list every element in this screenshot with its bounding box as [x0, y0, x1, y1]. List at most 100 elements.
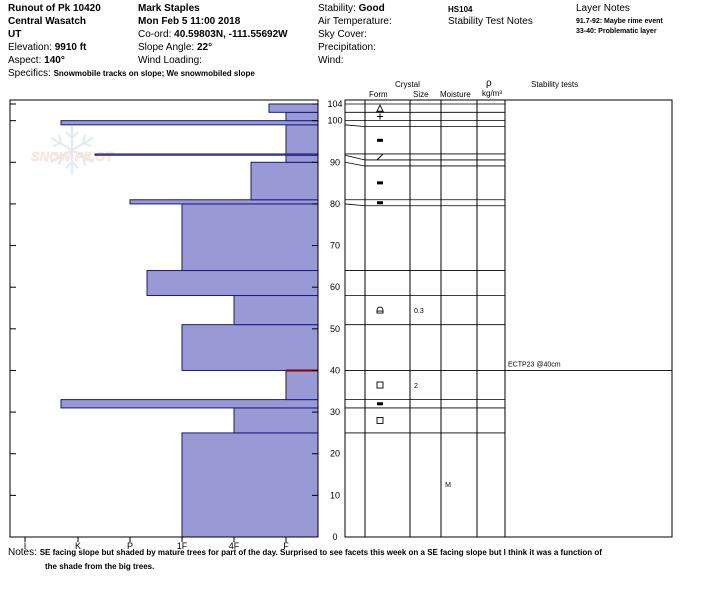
slash-icon — [376, 153, 384, 161]
hardness-bar — [60, 120, 319, 126]
plus-icon — [377, 113, 383, 120]
layer-connector — [344, 161, 366, 167]
state-name: UT — [8, 29, 22, 40]
air-temp-label: Air Temperature: — [318, 16, 392, 27]
hardness-frame — [9, 99, 319, 538]
rho-header: ρ — [486, 78, 492, 89]
hardness-bar — [60, 399, 319, 409]
moisture-header: Moisture — [440, 90, 471, 99]
rounded-faceted-icon — [376, 306, 384, 314]
stability-label: Stability: — [318, 3, 356, 14]
depth-tick-label: 50 — [330, 324, 340, 334]
bar-icon — [377, 138, 383, 142]
layer-moisture: M — [445, 482, 451, 489]
hardness-bar — [233, 295, 319, 326]
layer-size: 0.3 — [414, 308, 424, 315]
specifics-row: Specifics: Snowmobile tracks on slope; W… — [8, 68, 255, 80]
layer-profile-table: 0.3 2 M ECTP23 @40cm — [344, 99, 673, 538]
hardness-tick-label: P — [127, 541, 133, 551]
precip-label: Precipitation: — [318, 42, 376, 53]
layer-connector — [344, 203, 366, 207]
hardness-bar — [268, 103, 319, 113]
snowflake-icon — [50, 126, 94, 174]
notes-label: Notes: — [8, 547, 37, 558]
stability-value: Good — [358, 3, 385, 14]
elevation-row: Elevation: 9910 ft — [8, 42, 86, 54]
coord-label: Co-ord: — [138, 29, 172, 40]
layer-notes-title: Layer Notes — [576, 3, 630, 14]
coord-row: Co-ord: 40.59803N, -111.55692W — [138, 29, 288, 41]
layer-connector — [344, 124, 366, 128]
hardness-bar — [146, 270, 319, 297]
hardness-tick-label: F — [283, 541, 289, 551]
bar-icon — [377, 402, 383, 406]
depth-tick-label: 40 — [330, 365, 340, 375]
depth-tick-label: 80 — [330, 199, 340, 209]
stability-tests-header: Stability tests — [531, 80, 579, 89]
chart-frame — [9, 99, 319, 538]
depth-tick-label: 20 — [330, 449, 340, 459]
layer-size: 2 — [414, 383, 418, 390]
stability-notes-title: Stability Test Notes — [448, 16, 533, 27]
bar-icon — [377, 181, 383, 185]
notes-line-2: the shade from the big trees. — [45, 562, 155, 571]
form-header: Form — [369, 90, 388, 99]
density-unit-header: kg/m³ — [482, 89, 502, 98]
depth-tick-label: 60 — [330, 282, 340, 292]
hardness-bar — [181, 203, 319, 272]
depth-tick-label: 10 — [330, 490, 340, 500]
layer-note-2: 33-40: Problematic layer — [576, 28, 657, 35]
layer-note-1: 91.7-92: Maybe rime event — [576, 18, 663, 25]
hardness-tick-label: 4F — [229, 541, 240, 551]
hardness-tick-label: 1F — [177, 541, 188, 551]
notes-row: Notes: SE facing slope but shaded by mat… — [8, 547, 602, 559]
depth-tick-label: 100 — [327, 116, 342, 126]
stability-test-label: ECTP23 @40cm — [508, 361, 561, 368]
hardness-bars — [60, 103, 319, 538]
hardness-bar — [233, 407, 319, 434]
slope-value: 22° — [196, 42, 213, 53]
hardness-bar — [94, 153, 319, 156]
hardness-axis: I K P 1F 4F F — [24, 537, 289, 551]
depth-axis: 0 10 20 30 40 50 60 70 80 90 100 104 — [10, 99, 343, 542]
square-icon — [376, 381, 384, 389]
hardness-bar — [285, 111, 319, 122]
depth-tick-label: 104 — [327, 99, 342, 109]
profile-frame — [344, 99, 673, 538]
aspect-label: Aspect: — [8, 55, 42, 66]
observer-name: Mark Staples — [138, 3, 200, 14]
hardness-bar — [250, 161, 319, 201]
hardness-bar — [181, 432, 319, 538]
bar-icon — [377, 201, 383, 205]
range-name: Central Wasatch — [8, 16, 86, 27]
depth-tick-label: 90 — [330, 157, 340, 167]
depth-tick-label: 0 — [332, 532, 337, 542]
specifics-label: Specifics: — [8, 68, 51, 79]
elevation-label: Elevation: — [8, 42, 52, 53]
depth-tick-label: 70 — [330, 241, 340, 251]
sky-cover-label: Sky Cover: — [318, 29, 367, 40]
watermark-text: SNOW PILOT — [31, 149, 114, 164]
location-title: Runout of Pk 10420 — [8, 3, 101, 14]
hardness-bar — [129, 199, 319, 205]
slope-label: Slope Angle: — [138, 42, 195, 53]
stability-row: Stability: Good — [318, 3, 385, 15]
snowpilot-watermark: SNOW PILOT — [31, 126, 114, 174]
hardness-tick-label: K — [75, 541, 81, 551]
hardness-tick-label: I — [24, 541, 27, 551]
coord-value: 40.59803N, -111.55692W — [174, 29, 288, 40]
elevation-value: 9910 ft — [54, 42, 87, 53]
notes-line-1: SE facing slope but shaded by mature tre… — [39, 548, 602, 557]
slope-row: Slope Angle: 22° — [138, 42, 212, 54]
size-header: Size — [413, 90, 429, 99]
aspect-value: 140° — [44, 55, 65, 66]
depth-tick-label: 30 — [330, 407, 340, 417]
square-icon — [376, 416, 384, 424]
obs-datetime: Mon Feb 5 11:00 2018 — [138, 16, 241, 27]
wind-loading-label: Wind Loading: — [138, 55, 202, 66]
hardness-bar — [285, 154, 319, 163]
aspect-row: Aspect: 140° — [8, 55, 65, 67]
triangle-stripe-icon — [376, 104, 384, 113]
wind-label: Wind: — [318, 55, 344, 66]
